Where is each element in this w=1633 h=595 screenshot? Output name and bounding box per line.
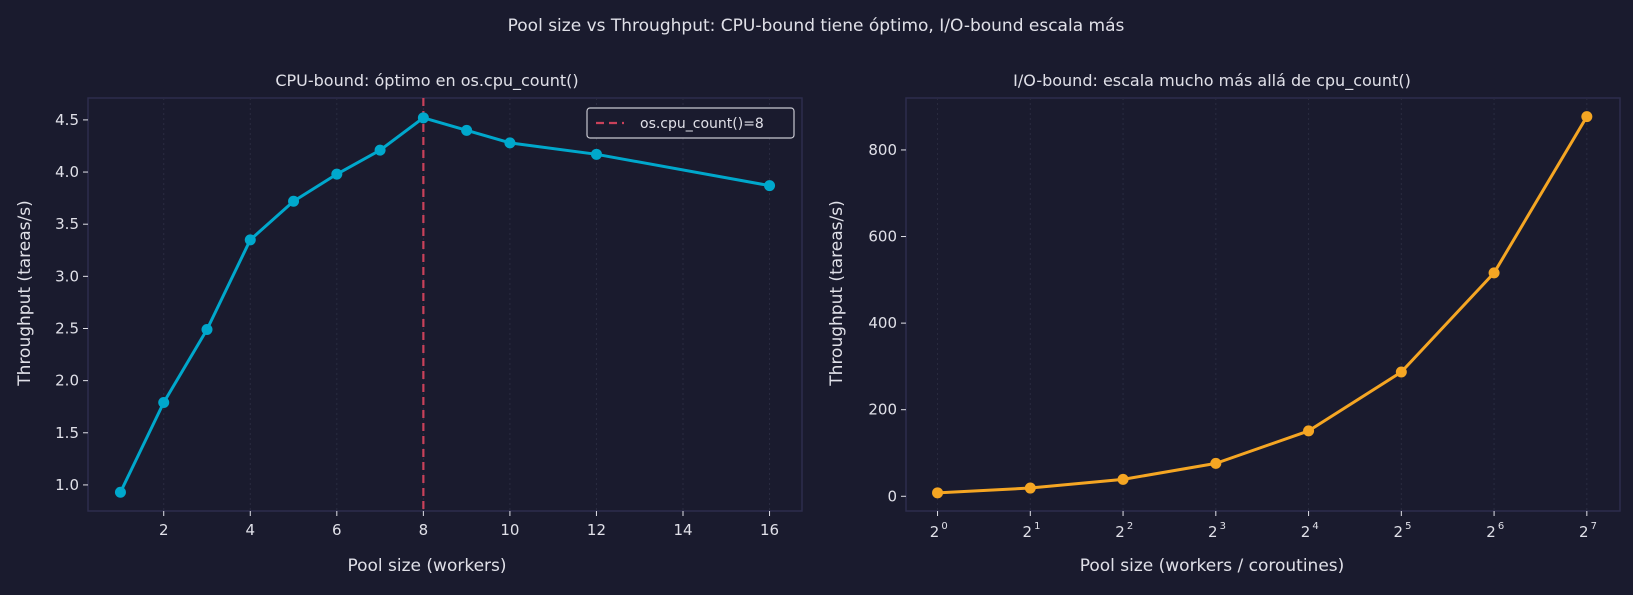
right-data-point [1117, 473, 1129, 485]
left-axes-frame [87, 97, 803, 512]
legend-label: os.cpu_count()=8 [640, 116, 764, 132]
left-y-axis-label: Throughput (tareas/s) [15, 200, 35, 386]
left-x-tick-label: 6 [332, 521, 342, 539]
left-data-point [590, 148, 602, 160]
left-y-tick-label: 4.0 [55, 163, 79, 181]
legend-box [586, 107, 795, 139]
right-x-tick-label: 2 [1486, 523, 1496, 541]
left-x-axis-label: Pool size (workers) [347, 556, 506, 576]
left-data-point [158, 397, 170, 409]
right-data-point [1488, 267, 1500, 279]
right-x-tick-exponent: 6 [1498, 521, 1504, 532]
left-legend: os.cpu_count()=8 [586, 107, 795, 139]
right-x-axis-label: Pool size (workers / coroutines) [1080, 556, 1345, 576]
left-data-point [764, 180, 776, 192]
right-series-line [937, 115, 1589, 495]
left-chart-title: CPU-bound: óptimo en os.cpu_count() [275, 71, 578, 91]
left-y-tick-label: 2.5 [55, 319, 79, 337]
suptitle: Pool size vs Throughput: CPU-bound tiene… [508, 16, 1125, 36]
right-data-point [1210, 457, 1222, 469]
right-y-tick-label: 600 [868, 228, 897, 246]
left-y-tick-label: 1.5 [55, 424, 79, 442]
right-x-tick-exponent: 4 [1312, 521, 1318, 532]
right-x-tick-label: 2 [1115, 523, 1125, 541]
left-data-point [417, 112, 429, 124]
right-x-tick-exponent: 7 [1591, 521, 1597, 532]
right-data-point [1395, 366, 1407, 378]
left-x-tick-label: 16 [760, 521, 779, 539]
left-x-tick-label: 12 [587, 521, 606, 539]
right-y-axis-label: Throughput (tareas/s) [827, 200, 847, 386]
right-y-tick-label: 800 [868, 141, 897, 159]
left-data-point [504, 137, 516, 149]
left-x-tick-label: 10 [500, 521, 519, 539]
left-y-tick-label: 3.0 [55, 267, 79, 285]
right-chart-title: I/O-bound: escala mucho más allá de cpu_… [1013, 71, 1411, 91]
right-x-tick-label: 2 [1394, 523, 1404, 541]
left-y-tick-label: 1.0 [55, 476, 79, 494]
right-x-tick-exponent: 3 [1220, 521, 1226, 532]
right-data-point [932, 487, 944, 499]
left-data-point [114, 486, 126, 498]
right-y-tick-label: 400 [868, 314, 897, 332]
right-x-tick-exponent: 2 [1127, 521, 1133, 532]
left-y-tick-label: 2.0 [55, 372, 79, 390]
left-plot-area: 2 4 6 8 10 12 14 16 1.0 1.5 2.0 2.5 3.0 3.5 4.0 4.5 os.c… [55, 97, 803, 539]
right-data-point [1024, 482, 1036, 494]
left-data-point [201, 324, 213, 336]
left-data-point [374, 144, 386, 156]
right-y-tick-label: 200 [868, 401, 897, 419]
right-x-tick-label: 2 [1023, 523, 1033, 541]
left-data-point [244, 234, 256, 246]
right-x-tick-label: 2 [1208, 523, 1218, 541]
left-x-tick-label: 2 [159, 521, 169, 539]
right-x-tick-exponent: 1 [1034, 521, 1040, 532]
right-y-tick-label: 0 [887, 487, 897, 505]
right-x-tick-exponent: 0 [941, 521, 947, 532]
left-data-point [331, 168, 343, 180]
left-data-point [288, 195, 300, 207]
right-x-tick-label: 2 [1301, 523, 1311, 541]
left-y-tick-label: 4.5 [55, 111, 79, 129]
left-x-tick-label: 4 [245, 521, 255, 539]
left-x-tick-label: 8 [419, 521, 429, 539]
right-x-tick-exponent: 5 [1405, 521, 1411, 532]
left-data-point [461, 124, 473, 136]
right-data-point [1303, 425, 1315, 437]
right-data-point [1581, 111, 1593, 123]
right-axes-frame [905, 97, 1621, 512]
left-x-tick-label: 14 [673, 521, 692, 539]
left-series-line [119, 116, 770, 493]
right-x-tick-label: 2 [930, 523, 940, 541]
right-x-tick-label: 2 [1579, 523, 1589, 541]
left-y-tick-label: 3.5 [55, 215, 79, 233]
